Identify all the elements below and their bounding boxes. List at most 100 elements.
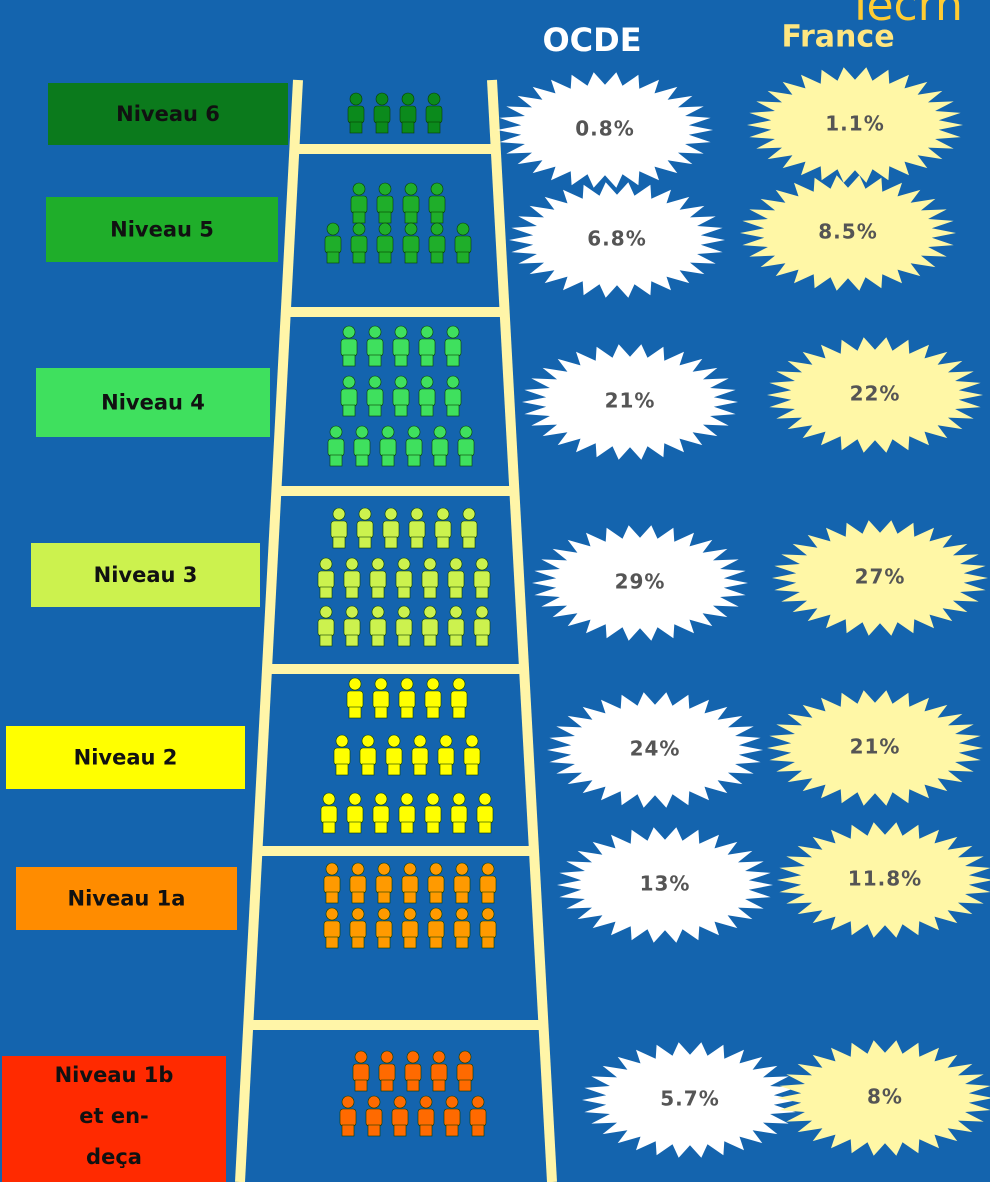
person-icon	[418, 375, 436, 417]
person-head	[378, 222, 392, 236]
person-body	[453, 920, 471, 939]
person-body	[323, 920, 341, 939]
person-icon	[385, 734, 403, 776]
level-box	[48, 83, 288, 145]
person-legs	[326, 251, 340, 264]
person-body	[339, 1108, 357, 1127]
level-box	[31, 543, 260, 607]
level-label-line: et en-	[79, 1104, 149, 1128]
person-head	[397, 557, 411, 571]
person-head	[335, 734, 349, 748]
person-head	[377, 862, 391, 876]
person-body	[424, 805, 442, 824]
person-icon	[405, 425, 423, 467]
person-body	[427, 875, 445, 894]
person-head	[371, 605, 385, 619]
ocde-burst	[547, 692, 763, 808]
person-icon	[411, 734, 429, 776]
person-head	[348, 677, 362, 691]
person-head	[455, 862, 469, 876]
person-head	[393, 1095, 407, 1109]
person-legs	[378, 211, 392, 224]
person-legs	[420, 354, 434, 367]
level-box	[6, 726, 245, 789]
person-icon	[476, 792, 494, 834]
person-body	[421, 570, 439, 589]
person-head	[439, 734, 453, 748]
person-body	[353, 438, 371, 457]
person-head	[341, 1095, 355, 1109]
person-head	[325, 862, 339, 876]
person-body	[366, 388, 384, 407]
person-icon	[330, 507, 348, 549]
person-legs	[449, 586, 463, 599]
person-head	[475, 557, 489, 571]
ocde-value: 21%	[605, 389, 656, 413]
person-body	[391, 1108, 409, 1127]
person-legs	[377, 936, 391, 949]
person-icon	[376, 182, 394, 224]
person-body	[428, 195, 446, 214]
person-head	[481, 907, 495, 921]
person-legs	[345, 586, 359, 599]
ocde-value: 29%	[615, 570, 666, 594]
person-body	[450, 805, 468, 824]
person-icon	[447, 605, 465, 647]
person-legs	[354, 1079, 368, 1092]
person-body	[408, 520, 426, 539]
person-icon	[443, 1095, 461, 1137]
person-body	[373, 105, 391, 124]
person-icon	[350, 222, 368, 264]
person-icon	[460, 507, 478, 549]
person-icon	[444, 375, 462, 417]
person-icon	[453, 862, 471, 904]
person-icon	[317, 605, 335, 647]
person-head	[465, 734, 479, 748]
person-body	[340, 388, 358, 407]
person-head	[319, 557, 333, 571]
person-legs	[380, 1079, 394, 1092]
person-legs	[329, 454, 343, 467]
person-body	[347, 105, 365, 124]
person-body	[317, 618, 335, 637]
person-head	[456, 222, 470, 236]
person-head	[455, 907, 469, 921]
person-legs	[374, 821, 388, 834]
person-body	[443, 1108, 461, 1127]
person-legs	[332, 536, 346, 549]
person-head	[367, 1095, 381, 1109]
person-icon	[444, 325, 462, 367]
person-head	[387, 734, 401, 748]
person-head	[394, 325, 408, 339]
person-head	[368, 325, 382, 339]
person-head	[478, 792, 492, 806]
person-legs	[432, 1079, 446, 1092]
person-head	[348, 792, 362, 806]
person-legs	[394, 404, 408, 417]
person-head	[404, 182, 418, 196]
person-body	[460, 520, 478, 539]
level-label: Niveau 2	[74, 746, 178, 770]
person-body	[401, 875, 419, 894]
person-body	[395, 618, 413, 637]
person-legs	[378, 251, 392, 264]
person-legs	[452, 821, 466, 834]
person-body	[430, 1063, 448, 1082]
person-body	[456, 1063, 474, 1082]
person-body	[372, 805, 390, 824]
person-icon	[346, 677, 364, 719]
france-value: 27%	[855, 565, 906, 589]
person-head	[358, 507, 372, 521]
person-icon	[469, 1095, 487, 1137]
person-head	[423, 605, 437, 619]
person-body	[434, 520, 452, 539]
person-icon	[372, 677, 390, 719]
person-legs	[481, 936, 495, 949]
person-icon	[366, 325, 384, 367]
person-legs	[352, 251, 366, 264]
person-legs	[355, 454, 369, 467]
person-icon	[453, 907, 471, 949]
person-head	[354, 1050, 368, 1064]
person-legs	[349, 121, 363, 134]
person-legs	[374, 706, 388, 719]
